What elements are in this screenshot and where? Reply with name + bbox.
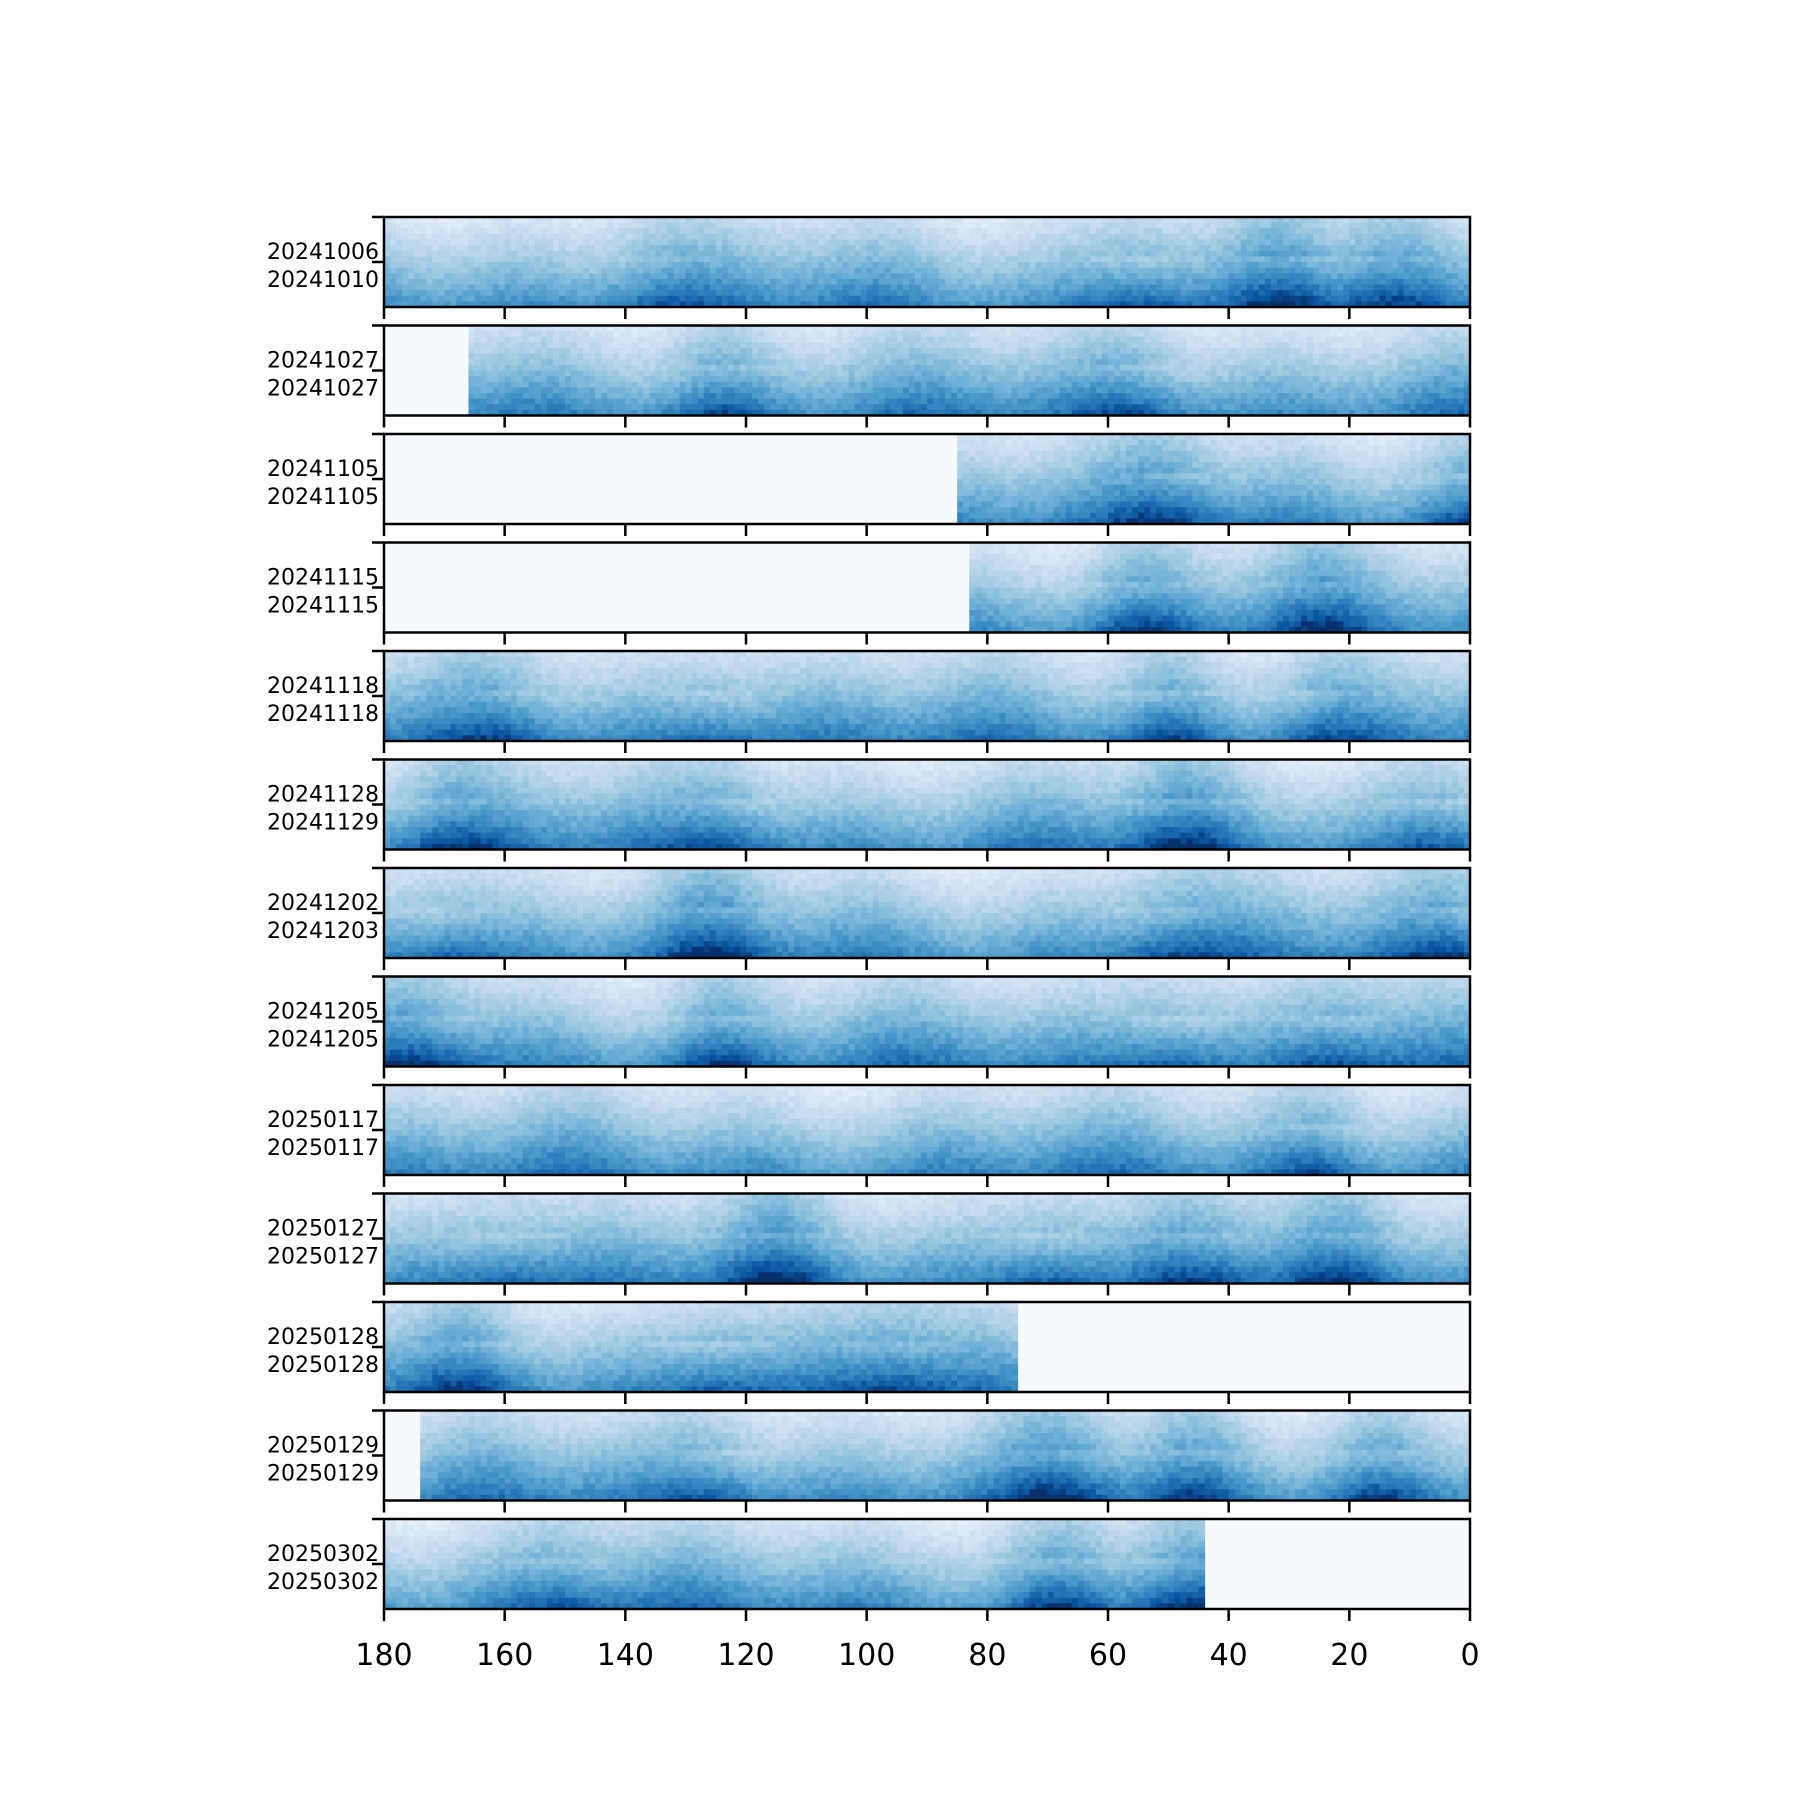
panel-label: 20250127 (267, 1245, 379, 1270)
x-tick-label: 60 (1089, 1638, 1127, 1673)
heatmap-cells (384, 1519, 1206, 1609)
panel: 20250129 20250129 (267, 1409, 1472, 1513)
panel-label: 20241118 (267, 702, 379, 727)
panel-label: 20250128 (267, 1325, 379, 1350)
panel-label: 20241010 (267, 268, 379, 293)
panel-label: 20250128 (267, 1353, 379, 1378)
panel-label: 20241027 (267, 349, 379, 374)
x-tick-label: 40 (1210, 1638, 1248, 1673)
heatmap-cells (384, 651, 1470, 741)
heatmap-cells (957, 434, 1470, 524)
x-tick-label: 100 (838, 1638, 895, 1673)
panel-label: 20250302 (267, 1542, 379, 1567)
panel: 20241202 20241203 (267, 866, 1472, 970)
panel-label: 20250129 (267, 1462, 379, 1487)
x-tick-label: 20 (1330, 1638, 1368, 1673)
x-tick-label: 80 (968, 1638, 1006, 1673)
panel-label: 20250302 (267, 1570, 379, 1595)
panel: 20241105 20241105 (267, 432, 1472, 536)
panel-label: 20250129 (267, 1434, 379, 1459)
panel-label: 20241027 (267, 377, 379, 402)
panel: 20241205 20241205 (267, 975, 1472, 1079)
panel-label: 20241202 (267, 891, 379, 916)
heatmap-cells (468, 325, 1470, 416)
panel: 20241128 20241129 (267, 758, 1472, 862)
x-tick-label: 180 (355, 1638, 412, 1673)
panel-label: 20250117 (267, 1136, 379, 1161)
heatmap-cells (384, 868, 1470, 958)
heatmap-cells (384, 1193, 1470, 1284)
heatmap-cells (969, 542, 1470, 633)
panel-label: 20241118 (267, 674, 379, 699)
panel-label: 20241129 (267, 811, 379, 836)
panel: 20241006 20241010 (267, 215, 1472, 319)
x-tick-label: 140 (597, 1638, 654, 1673)
heatmap-cells (384, 1302, 1019, 1392)
heatmap-cells (384, 217, 1470, 307)
heatmap-cells (384, 759, 1470, 850)
x-tick-label: 160 (476, 1638, 533, 1673)
panel-label: 20241115 (267, 594, 379, 619)
panel-label: 20241105 (267, 485, 379, 510)
x-tick-label: 0 (1460, 1638, 1479, 1673)
panel: 20241118 20241118 (267, 649, 1472, 753)
panel-label: 20241203 (267, 919, 379, 944)
panel: 20250302 20250302 (267, 1517, 1472, 1621)
panel: 20250127 20250127 (267, 1192, 1472, 1296)
panel-label: 20241006 (267, 240, 379, 265)
panel: 20250117 20250117 (267, 1083, 1472, 1187)
panel-label: 20241115 (267, 566, 379, 591)
heatmap-cells (384, 976, 1470, 1067)
panel-label: 20241205 (267, 1000, 379, 1025)
heatmap-cells (420, 1410, 1470, 1501)
panel-label: 20241205 (267, 1028, 379, 1053)
panel: 20241115 20241115 (267, 541, 1472, 645)
panel-label: 20250127 (267, 1217, 379, 1242)
panel: 20241027 20241027 (267, 324, 1472, 428)
panel-label: 20250117 (267, 1108, 379, 1133)
panel-label: 20241105 (267, 457, 379, 482)
heatmap-cells (384, 1085, 1470, 1175)
x-tick-label: 120 (717, 1638, 774, 1673)
panel-label: 20241128 (267, 783, 379, 808)
panel: 20250128 20250128 (267, 1300, 1472, 1404)
